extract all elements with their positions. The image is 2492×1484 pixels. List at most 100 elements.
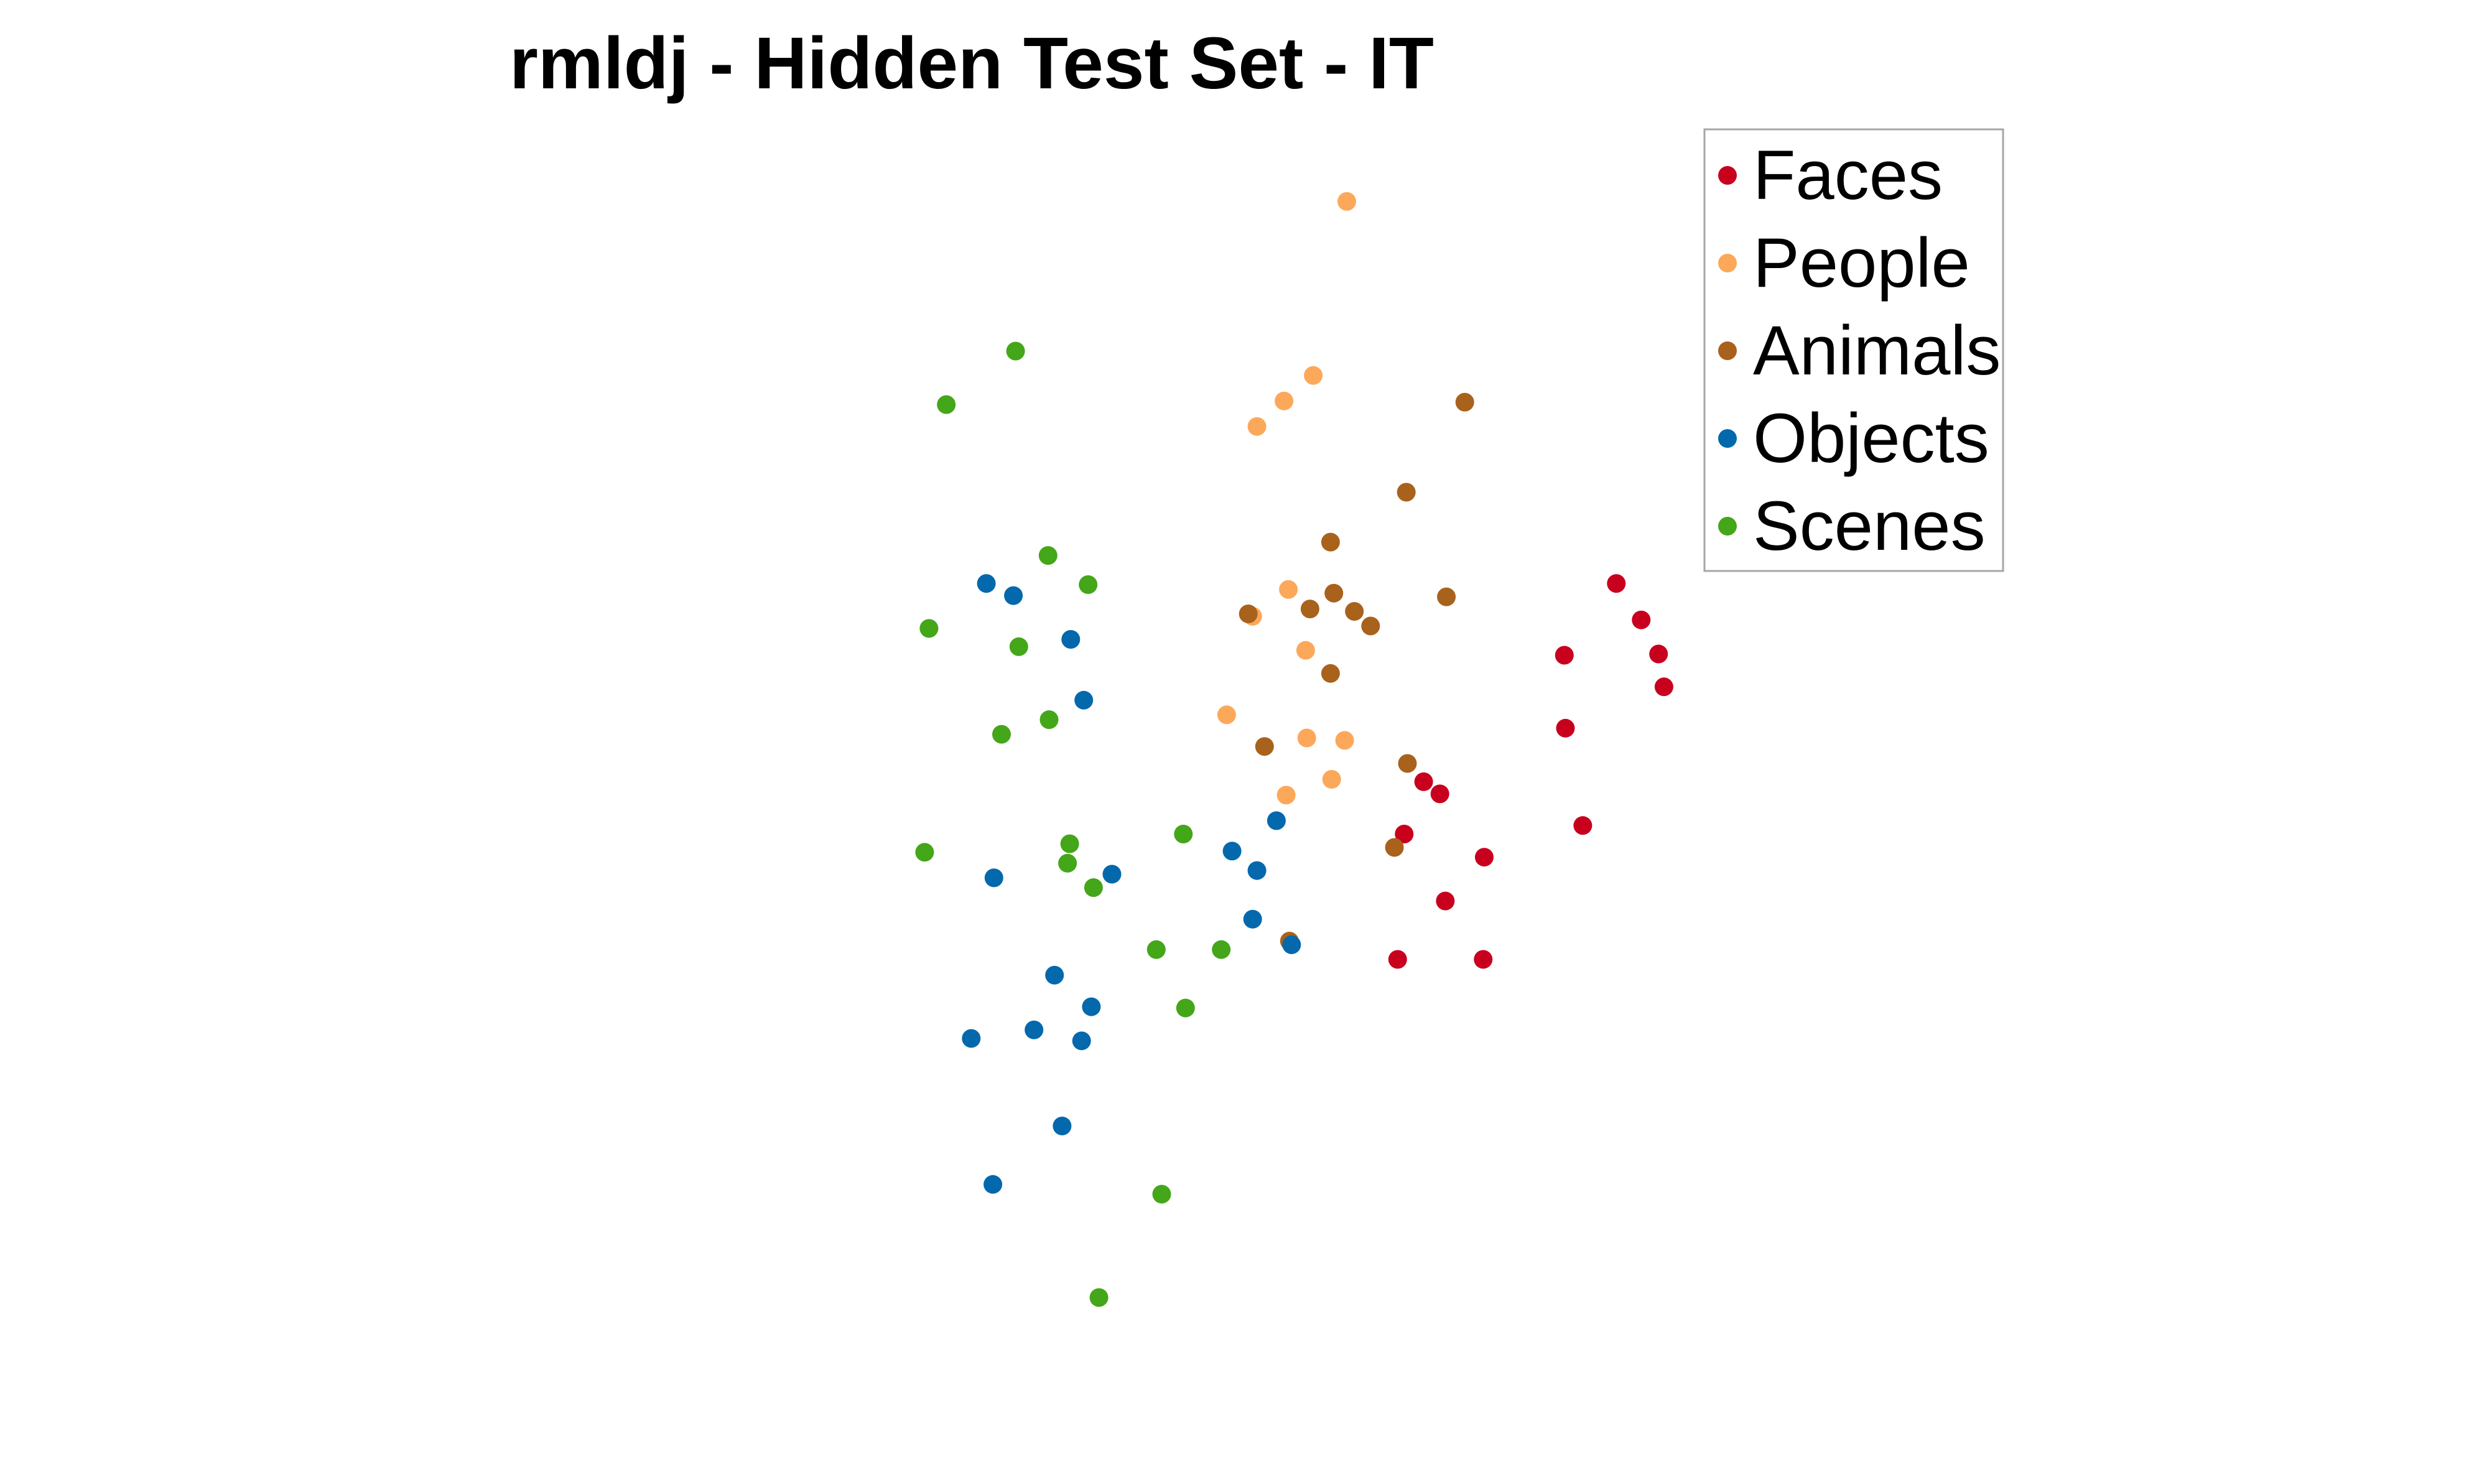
- legend-marker-animals: [1718, 341, 1737, 360]
- series-faces: [1388, 574, 1673, 969]
- point-objects-17: [1053, 1116, 1072, 1136]
- legend: Faces People Animals Objects Scenes: [1703, 128, 2004, 572]
- point-animals-1: [1455, 392, 1474, 412]
- point-animals-3: [1321, 532, 1340, 552]
- point-faces-9: [1474, 950, 1493, 969]
- point-objects-3: [1061, 630, 1081, 649]
- series-scenes: [915, 341, 1231, 1307]
- legend-box: [1703, 128, 2004, 572]
- point-animals-12: [1398, 754, 1417, 773]
- point-objects-1: [977, 574, 996, 593]
- legend-item-objects: Objects: [1718, 399, 1989, 477]
- point-people-3: [1275, 391, 1294, 410]
- point-scenes-7: [1039, 710, 1059, 730]
- point-people-10: [1322, 770, 1341, 789]
- point-animals-13: [1385, 838, 1404, 857]
- point-animals-8: [1361, 616, 1380, 636]
- point-animals-4: [1324, 583, 1344, 603]
- point-scenes-4: [1079, 575, 1098, 594]
- point-objects-18: [983, 1175, 1003, 1194]
- point-scenes-18: [1089, 1288, 1109, 1307]
- point-objects-15: [1025, 1020, 1044, 1039]
- point-scenes-10: [1060, 834, 1079, 853]
- point-objects-2: [1004, 586, 1023, 605]
- point-faces-2: [1632, 610, 1651, 629]
- point-objects-16: [1072, 1031, 1091, 1050]
- point-people-4: [1247, 417, 1267, 436]
- point-scenes-6: [1009, 637, 1028, 656]
- point-animals-5: [1437, 587, 1456, 606]
- point-scenes-11: [915, 843, 934, 862]
- series-people: [1217, 192, 1356, 805]
- legend-marker-faces: [1718, 166, 1737, 185]
- legend-label-objects: Objects: [1753, 399, 1989, 477]
- legend-item-animals: Animals: [1718, 312, 2001, 389]
- point-faces-8: [1475, 848, 1494, 867]
- point-animals-2: [1397, 483, 1416, 502]
- point-scenes-2: [937, 395, 956, 414]
- point-people-8: [1217, 705, 1236, 725]
- point-objects-14: [962, 1029, 981, 1048]
- point-scenes-8: [992, 725, 1011, 744]
- legend-item-people: People: [1718, 224, 1970, 302]
- legend-label-people: People: [1753, 224, 1970, 302]
- point-people-11: [1297, 728, 1316, 748]
- point-faces-7: [1573, 816, 1592, 835]
- series-objects: [962, 574, 1301, 1194]
- point-people-12: [1276, 786, 1296, 805]
- point-faces-4: [1649, 644, 1668, 664]
- legend-marker-objects: [1718, 429, 1737, 448]
- point-people-9: [1335, 731, 1354, 750]
- point-scenes-13: [1084, 878, 1103, 897]
- point-animals-9: [1239, 605, 1258, 623]
- point-animals-11: [1255, 737, 1274, 756]
- point-faces-13: [1395, 825, 1414, 843]
- point-scenes-5: [919, 619, 939, 638]
- point-faces-1: [1607, 574, 1626, 593]
- chart-title: rmldj - Hidden Test Set - IT: [509, 22, 1434, 104]
- point-objects-10: [1243, 909, 1262, 929]
- point-faces-3: [1654, 677, 1673, 697]
- point-scenes-15: [1212, 940, 1231, 959]
- point-faces-14: [1388, 950, 1407, 969]
- point-people-5: [1279, 580, 1298, 599]
- legend-item-scenes: Scenes: [1718, 487, 1986, 565]
- point-objects-4: [1074, 690, 1094, 710]
- legend-item-faces: Faces: [1718, 136, 1943, 214]
- point-scenes-12: [1058, 853, 1077, 873]
- point-objects-9: [1247, 861, 1267, 880]
- legend-label-faces: Faces: [1753, 136, 1943, 214]
- point-people-1: [1337, 192, 1356, 211]
- point-scenes-9: [1174, 825, 1193, 843]
- point-objects-5: [1267, 811, 1286, 830]
- point-faces-10: [1436, 891, 1455, 911]
- point-objects-8: [1222, 842, 1242, 861]
- legend-marker-people: [1718, 254, 1737, 272]
- point-scenes-16: [1176, 998, 1195, 1018]
- point-objects-6: [1102, 865, 1122, 884]
- point-scenes-1: [1006, 341, 1025, 361]
- plot-area: [915, 192, 1673, 1307]
- point-objects-13: [1082, 997, 1101, 1016]
- point-animals-6: [1300, 600, 1319, 619]
- point-faces-12: [1414, 772, 1433, 791]
- point-objects-12: [1045, 965, 1064, 985]
- point-faces-5: [1555, 646, 1574, 665]
- legend-label-animals: Animals: [1753, 312, 2001, 389]
- legend-marker-scenes: [1718, 517, 1737, 536]
- point-people-2: [1304, 366, 1323, 385]
- point-scenes-3: [1038, 546, 1058, 565]
- point-scenes-14: [1146, 940, 1166, 959]
- point-animals-10: [1321, 664, 1340, 683]
- point-objects-11: [1282, 935, 1301, 954]
- point-objects-7: [984, 868, 1003, 888]
- series-animals: [1239, 392, 1474, 951]
- point-scenes-17: [1152, 1185, 1171, 1203]
- point-people-7: [1296, 641, 1315, 660]
- point-animals-7: [1345, 602, 1364, 621]
- point-faces-11: [1430, 784, 1449, 804]
- point-faces-6: [1556, 718, 1575, 738]
- legend-label-scenes: Scenes: [1753, 487, 1986, 565]
